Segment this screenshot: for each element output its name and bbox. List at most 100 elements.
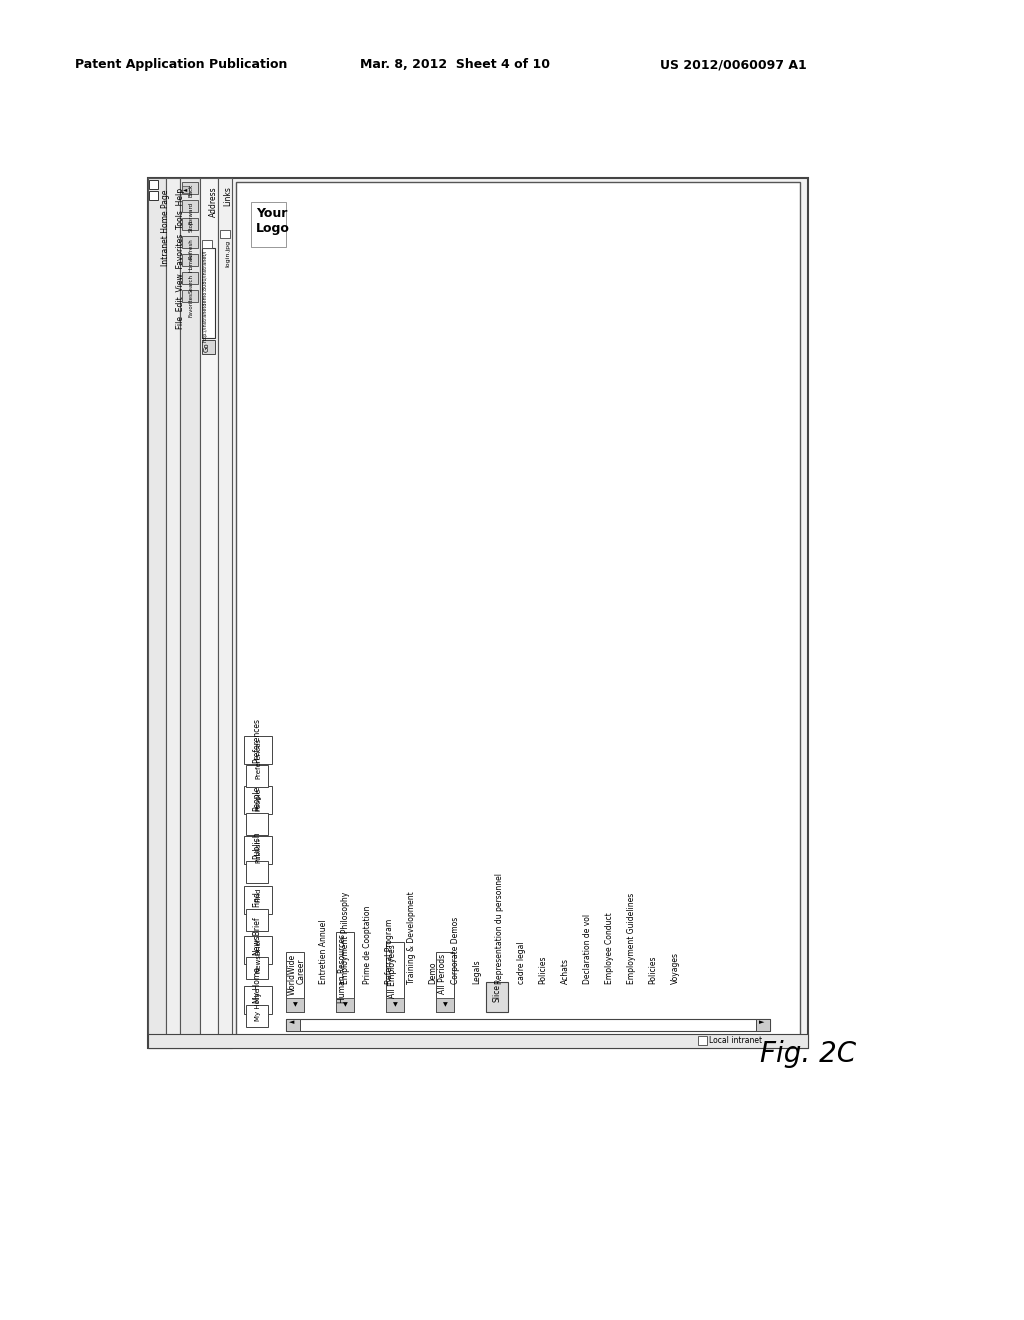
Text: login.jpg: login.jpg: [225, 240, 230, 267]
Text: Local intranet: Local intranet: [709, 1036, 762, 1045]
Bar: [148, 178, 808, 1048]
Bar: [244, 936, 272, 964]
Text: Referral Program: Referral Program: [384, 919, 393, 983]
Text: ◄: ◄: [183, 187, 187, 191]
Bar: [220, 230, 230, 238]
Bar: [202, 240, 212, 248]
Text: Voyages: Voyages: [671, 952, 680, 983]
Text: Declaration de vol: Declaration de vol: [583, 913, 592, 983]
Bar: [148, 178, 166, 1048]
Bar: [236, 182, 800, 1044]
Text: All Periods: All Periods: [438, 954, 447, 994]
Bar: [202, 248, 215, 338]
Text: Links: Links: [223, 186, 232, 206]
Bar: [436, 998, 454, 1012]
Bar: [244, 785, 272, 814]
Text: Home: Home: [188, 256, 194, 272]
Text: Legals: Legals: [472, 960, 481, 983]
Bar: [182, 236, 198, 248]
Text: ▼: ▼: [293, 1002, 297, 1007]
Text: ►: ►: [759, 1019, 764, 1026]
Text: Career: Career: [297, 958, 305, 983]
Text: File  Edit  View  Favorites  Tools  Help: File Edit View Favorites Tools Help: [176, 187, 185, 329]
Bar: [698, 1036, 707, 1045]
Bar: [756, 1019, 770, 1031]
Bar: [202, 341, 215, 354]
Text: Back: Back: [188, 183, 194, 198]
Text: Corporate Demos: Corporate Demos: [451, 917, 460, 983]
Text: http://instranetdemo:8080/instranet/l: http://instranetdemo:8080/instranet/l: [203, 249, 208, 342]
Text: Patent Application Publication: Patent Application Publication: [75, 58, 288, 71]
Bar: [251, 202, 286, 247]
Text: Publish: Publish: [253, 832, 261, 859]
Text: Forward: Forward: [188, 202, 194, 224]
Text: People: People: [255, 788, 261, 810]
Bar: [200, 178, 218, 1048]
Bar: [246, 909, 268, 931]
Bar: [336, 932, 354, 1012]
Bar: [286, 1019, 300, 1031]
Text: NewsBrief: NewsBrief: [253, 916, 261, 954]
Text: Achats: Achats: [560, 958, 569, 983]
Text: People: People: [253, 785, 261, 810]
Text: Go: Go: [204, 342, 210, 351]
Bar: [166, 178, 180, 1048]
Text: Search: Search: [188, 275, 194, 293]
Text: Policies: Policies: [648, 956, 657, 983]
Bar: [244, 986, 272, 1014]
Text: Prime de Cooptation: Prime de Cooptation: [362, 906, 372, 983]
Bar: [246, 861, 268, 883]
Text: Entretien Annuel: Entretien Annuel: [318, 920, 328, 983]
Text: Employment Guidelines: Employment Guidelines: [627, 892, 636, 983]
Bar: [180, 178, 200, 1048]
Bar: [150, 180, 158, 189]
Text: Stop: Stop: [188, 220, 194, 232]
Text: Policies: Policies: [539, 956, 548, 983]
Bar: [336, 998, 354, 1012]
Bar: [182, 253, 198, 267]
Bar: [286, 952, 304, 1012]
Text: cadre legal: cadre legal: [516, 941, 525, 983]
Bar: [218, 178, 232, 1048]
Bar: [436, 952, 454, 1012]
Bar: [386, 942, 404, 1012]
Bar: [246, 766, 268, 787]
Text: Demo: Demo: [428, 961, 437, 983]
Text: Fig. 2C: Fig. 2C: [760, 1040, 856, 1068]
Text: Employment Philosophy: Employment Philosophy: [341, 892, 349, 983]
Bar: [148, 1034, 808, 1048]
Text: Slice: Slice: [493, 983, 502, 1002]
Text: Favorites: Favorites: [188, 292, 194, 317]
Bar: [246, 957, 268, 979]
Bar: [182, 186, 189, 193]
Text: ▼: ▼: [343, 1002, 347, 1007]
Text: Find: Find: [255, 888, 261, 903]
Bar: [386, 998, 404, 1012]
Bar: [182, 218, 198, 230]
Text: WorldWide: WorldWide: [288, 954, 297, 995]
Text: Preferences: Preferences: [253, 718, 261, 763]
Text: Mar. 8, 2012  Sheet 4 of 10: Mar. 8, 2012 Sheet 4 of 10: [360, 58, 550, 71]
Bar: [182, 290, 198, 302]
Text: My Home: My Home: [255, 987, 261, 1020]
Text: US 2012/0060097 A1: US 2012/0060097 A1: [660, 58, 807, 71]
Bar: [244, 737, 272, 764]
Text: ▼: ▼: [442, 1002, 447, 1007]
Text: Preferences: Preferences: [255, 738, 261, 779]
Text: Human Resources: Human Resources: [338, 935, 347, 1003]
Text: Find: Find: [253, 891, 261, 907]
Bar: [244, 886, 272, 913]
Text: Representation du personnel: Representation du personnel: [495, 873, 504, 983]
Text: Your
Logo: Your Logo: [256, 207, 290, 235]
Bar: [246, 813, 268, 836]
Text: Intranet Home Page: Intranet Home Page: [161, 190, 170, 267]
Bar: [286, 1019, 770, 1031]
Bar: [182, 272, 198, 284]
Text: My Home: My Home: [253, 968, 261, 1003]
Text: Employee Conduct: Employee Conduct: [604, 912, 613, 983]
Text: ▼: ▼: [392, 1002, 397, 1007]
Text: Refresh: Refresh: [188, 238, 194, 259]
Text: ◄: ◄: [289, 1019, 294, 1026]
Text: Training & Development: Training & Development: [407, 891, 416, 983]
Text: All Employees: All Employees: [388, 944, 397, 998]
